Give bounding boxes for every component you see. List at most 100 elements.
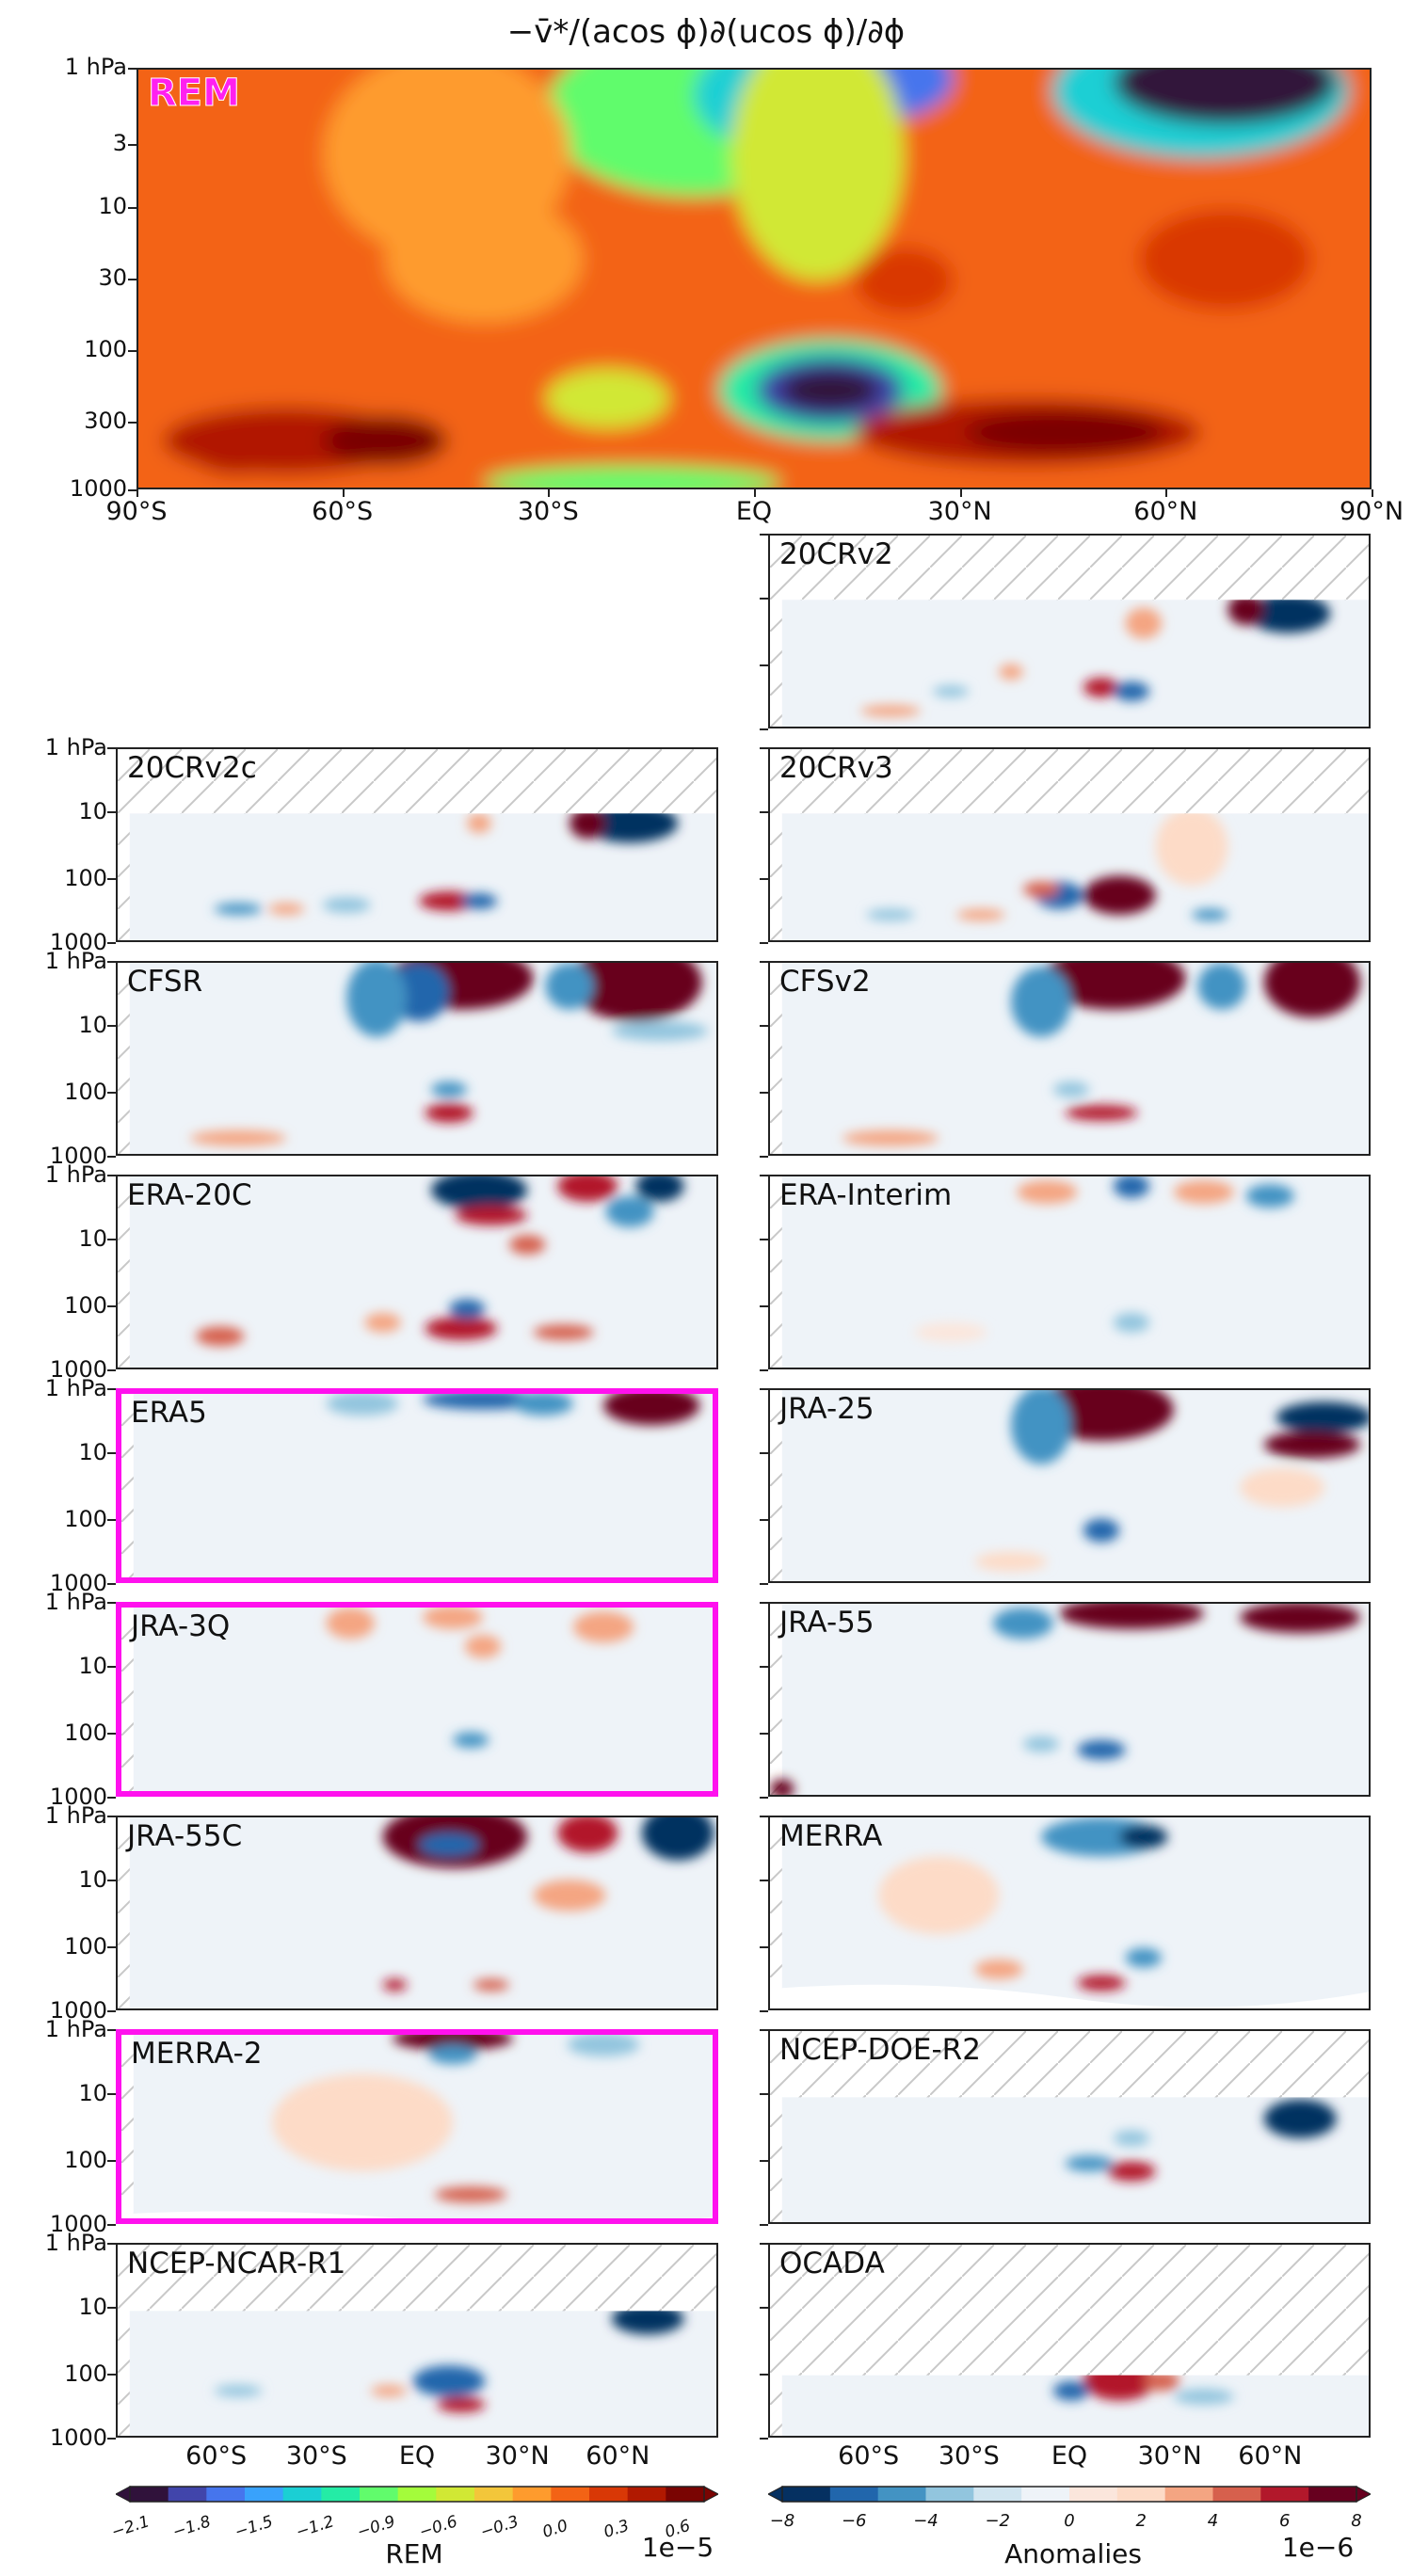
field-feature	[437, 2396, 486, 2413]
field-feature	[419, 1832, 479, 1857]
y-tick-label: 100	[64, 1719, 107, 1746]
colorbar-anom	[768, 2486, 1371, 2503]
x-tick-label: 60°N	[1133, 497, 1198, 526]
field-feature	[428, 2044, 477, 2065]
y-tick-mark	[760, 664, 768, 666]
y-tick-mark	[760, 1602, 768, 1604]
colorbar-segment	[321, 2487, 361, 2502]
y-tick-label: 1000	[49, 1143, 107, 1169]
field-feature	[545, 369, 670, 428]
y-tick-mark	[107, 1602, 116, 1604]
field-feature	[878, 1856, 1000, 1935]
y-tick-label: 100	[64, 2146, 107, 2173]
panel-rem: REM	[136, 68, 1372, 489]
y-tick-mark	[107, 2373, 116, 2376]
panel-20crv2c: 20CRv2c	[116, 747, 718, 942]
field-feature	[1011, 1390, 1071, 1464]
y-tick-mark	[107, 1091, 116, 1094]
field-feature	[412, 2365, 486, 2397]
field-feature	[423, 1394, 543, 1410]
field-feature	[1083, 1518, 1120, 1543]
panel-field	[770, 536, 1369, 727]
colorbar-tick-label: −2.1	[109, 2512, 152, 2543]
field-feature	[545, 963, 594, 1010]
colorbar-segment	[1164, 2487, 1214, 2502]
panel-field	[118, 1817, 716, 2008]
colorbar-tick-label: 2	[1135, 2511, 1147, 2531]
field-feature	[189, 1130, 287, 1146]
field-feature	[932, 685, 970, 697]
field-feature	[393, 2035, 513, 2051]
field-feature	[557, 1176, 618, 1202]
panel-field	[770, 2031, 1369, 2222]
panel-ocada: OCADA	[768, 2243, 1371, 2438]
colorbar-scale-anomalies: 1e−6	[1281, 2532, 1355, 2563]
field-feature	[999, 664, 1023, 680]
y-tick-mark	[128, 279, 136, 280]
y-tick-mark	[760, 1666, 768, 1669]
field-feature	[1022, 1736, 1060, 1752]
panel-label: CFSv2	[779, 965, 871, 999]
y-tick-mark	[760, 1091, 768, 1094]
y-tick-label: 10	[98, 192, 127, 219]
panel-field	[770, 749, 1369, 940]
y-tick-label: 10	[78, 2080, 107, 2107]
y-tick-label: 100	[64, 1932, 107, 1960]
colorbar-segment	[436, 2487, 475, 2502]
y-tick-mark	[107, 1369, 116, 1371]
field-feature	[1052, 1081, 1090, 1097]
panel-era-interim: ERA-Interim	[768, 1175, 1371, 1369]
field-feature	[1192, 908, 1228, 921]
colorbar-segment	[1116, 2487, 1166, 2502]
y-tick-label: 1000	[49, 929, 107, 955]
x-tick-label: 60°N	[586, 2441, 650, 2471]
y-tick-label: 100	[64, 2360, 107, 2387]
field-feature	[1011, 967, 1071, 1037]
field-feature	[1113, 2130, 1150, 2147]
field-feature	[1138, 208, 1312, 311]
field-feature	[1107, 2161, 1156, 2182]
field-feature	[974, 1551, 1048, 1572]
panel-jra-55: JRA-55	[768, 1602, 1371, 1797]
x-tick-label: 30°S	[517, 497, 579, 526]
field-feature	[533, 1324, 594, 1340]
colorbar-segment	[245, 2487, 284, 2502]
field-feature	[430, 1176, 528, 1210]
y-tick-mark	[760, 1388, 768, 1390]
field-feature	[570, 963, 702, 1022]
field-feature	[992, 1608, 1053, 1640]
y-tick-mark	[760, 2373, 768, 2376]
y-tick-mark	[128, 143, 136, 146]
colorbar-segment	[397, 2487, 437, 2502]
field-feature	[974, 1960, 1023, 1979]
y-tick-label: 1000	[49, 1570, 107, 1596]
y-tick-mark	[107, 1666, 116, 1669]
y-tick-mark	[107, 1816, 116, 1817]
y-tick-label: 1 hPa	[44, 734, 107, 760]
field-feature	[605, 1195, 654, 1227]
y-tick-mark	[760, 1239, 768, 1241]
y-tick-label: 1000	[49, 1784, 107, 1810]
field-feature	[956, 908, 1005, 921]
field-feature	[322, 897, 371, 913]
colorbar-segment	[282, 2487, 322, 2502]
panel-label: NCEP-DOE-R2	[779, 2033, 981, 2067]
y-tick-mark	[128, 350, 136, 353]
x-tick-label: 30°N	[485, 2441, 550, 2471]
field-feature	[730, 70, 905, 280]
colorbar-segment	[829, 2487, 879, 2502]
y-tick-label: 100	[64, 864, 107, 891]
field-feature	[1119, 1825, 1168, 1849]
y-tick-mark	[760, 2159, 768, 2162]
colorbar-segment	[1021, 2487, 1070, 2502]
x-tick-mark	[959, 489, 962, 497]
y-tick-mark	[107, 1025, 116, 1028]
y-tick-mark	[128, 422, 136, 424]
panel-cfsv2: CFSv2	[768, 961, 1371, 1156]
y-tick-mark	[107, 1388, 116, 1390]
y-tick-mark	[107, 2093, 116, 2096]
y-tick-label: 100	[84, 336, 127, 363]
y-tick-mark	[107, 1452, 116, 1455]
panel-label: ERA-Interim	[779, 1178, 953, 1212]
panel-20crv3: 20CRv3	[768, 747, 1371, 942]
